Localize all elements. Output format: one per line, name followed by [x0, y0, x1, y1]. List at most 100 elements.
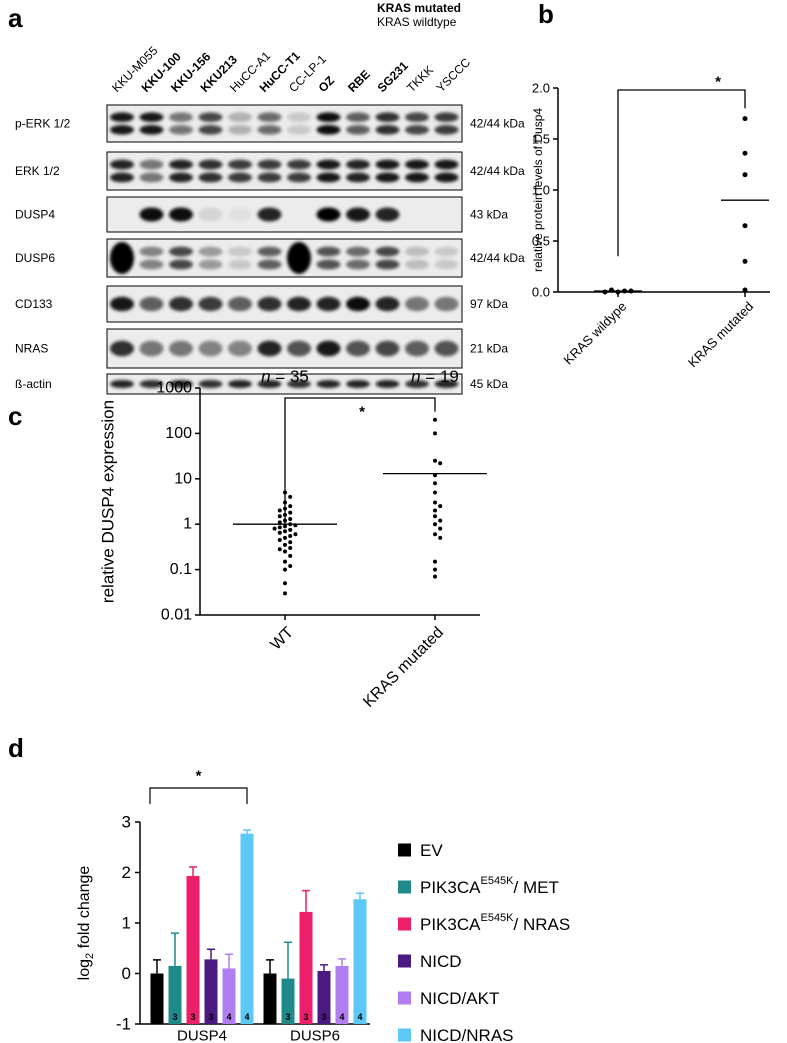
band [375, 112, 400, 123]
n-label: 4 [357, 1012, 362, 1022]
band [198, 380, 223, 388]
legend-suffix: / NRAS [514, 915, 571, 934]
legend-name: NICD/AKT [420, 989, 499, 1008]
band [110, 242, 134, 274]
blot-panel [106, 104, 463, 143]
data-point [433, 532, 437, 537]
band [198, 112, 223, 123]
band [287, 242, 311, 274]
legend-suffix: / MET [514, 878, 559, 897]
size-label: 42/44 kDa [470, 164, 525, 178]
n-label: 3 [321, 1012, 326, 1022]
error-bar [284, 941, 292, 979]
y-tick-label: 0.1 [170, 561, 192, 578]
error-bar [320, 964, 328, 971]
n-label: 4 [226, 1012, 231, 1022]
legend-swatch [398, 1028, 411, 1042]
bar [150, 973, 164, 1024]
blot-bands [139, 207, 400, 222]
legend-sup: E545K [480, 875, 514, 887]
band [257, 124, 282, 135]
data-point [433, 490, 437, 495]
band [110, 380, 134, 388]
band [198, 246, 223, 257]
lane-label: OZ [316, 73, 338, 95]
band [405, 340, 429, 357]
bar [281, 978, 295, 1024]
band [434, 159, 459, 170]
legend-swatch [398, 843, 411, 857]
data-point [283, 559, 287, 564]
error-bar [243, 829, 251, 834]
band [287, 296, 311, 312]
band [434, 172, 459, 183]
data-point [433, 514, 437, 519]
data-point [438, 461, 443, 466]
band [316, 246, 341, 257]
legend-name: NICD/NRAS [420, 1026, 514, 1043]
data-point [615, 289, 621, 295]
bar [263, 973, 277, 1024]
band [169, 246, 193, 257]
size-label: 21 kDa [470, 342, 508, 356]
data-point [433, 508, 437, 513]
y-tick-label: 1.0 [532, 183, 550, 198]
data-point [433, 567, 437, 572]
band [405, 246, 429, 257]
band [346, 340, 370, 357]
blot-bands [110, 380, 459, 388]
data-point [433, 522, 437, 527]
n-label: 3 [154, 1012, 159, 1022]
data-point [288, 504, 293, 509]
y-axis-label: relative protein levels of Dusp4 [531, 108, 545, 272]
panel-label: c [8, 401, 22, 431]
band [405, 124, 429, 135]
y-label-suffix: fold change [76, 866, 93, 953]
n-label: 4 [339, 1012, 344, 1022]
band [228, 124, 252, 135]
band [257, 246, 282, 257]
data-point [742, 287, 748, 293]
band [434, 340, 459, 357]
band [287, 340, 311, 357]
blot-panel [106, 196, 463, 233]
band [287, 380, 311, 388]
band [228, 172, 252, 183]
band [316, 340, 341, 357]
band [346, 124, 370, 135]
band [405, 172, 429, 183]
y-label-text: log [76, 959, 93, 980]
row-label: ß-actin [15, 377, 52, 391]
band [169, 207, 193, 222]
y-tick-label: 0.5 [532, 234, 550, 249]
data-point [293, 532, 298, 537]
band [228, 246, 252, 257]
band [139, 380, 164, 388]
bar [317, 970, 331, 1024]
data-point [277, 514, 282, 519]
y-tick-label: 2.0 [532, 81, 550, 96]
data-point [288, 533, 293, 538]
data-point [288, 540, 293, 545]
y-tick-label: 0.01 [161, 607, 192, 624]
significance-bracket [149, 787, 248, 804]
size-label: 42/44 kDa [470, 117, 525, 131]
band [405, 159, 429, 170]
band [139, 159, 164, 170]
band [228, 207, 252, 222]
blot-panel [106, 373, 463, 395]
legend-name: PIK3CA [420, 915, 481, 934]
band [228, 380, 252, 388]
n-label: 3 [172, 1012, 177, 1022]
band [139, 207, 164, 222]
n-label: 3 [190, 1012, 195, 1022]
band [110, 296, 134, 312]
band [169, 112, 193, 123]
data-point [433, 574, 437, 579]
data-point [433, 481, 437, 486]
band [375, 380, 400, 388]
band [198, 159, 223, 170]
band [375, 340, 400, 357]
row-label: p-ERK 1/2 [15, 117, 71, 131]
band [169, 159, 193, 170]
